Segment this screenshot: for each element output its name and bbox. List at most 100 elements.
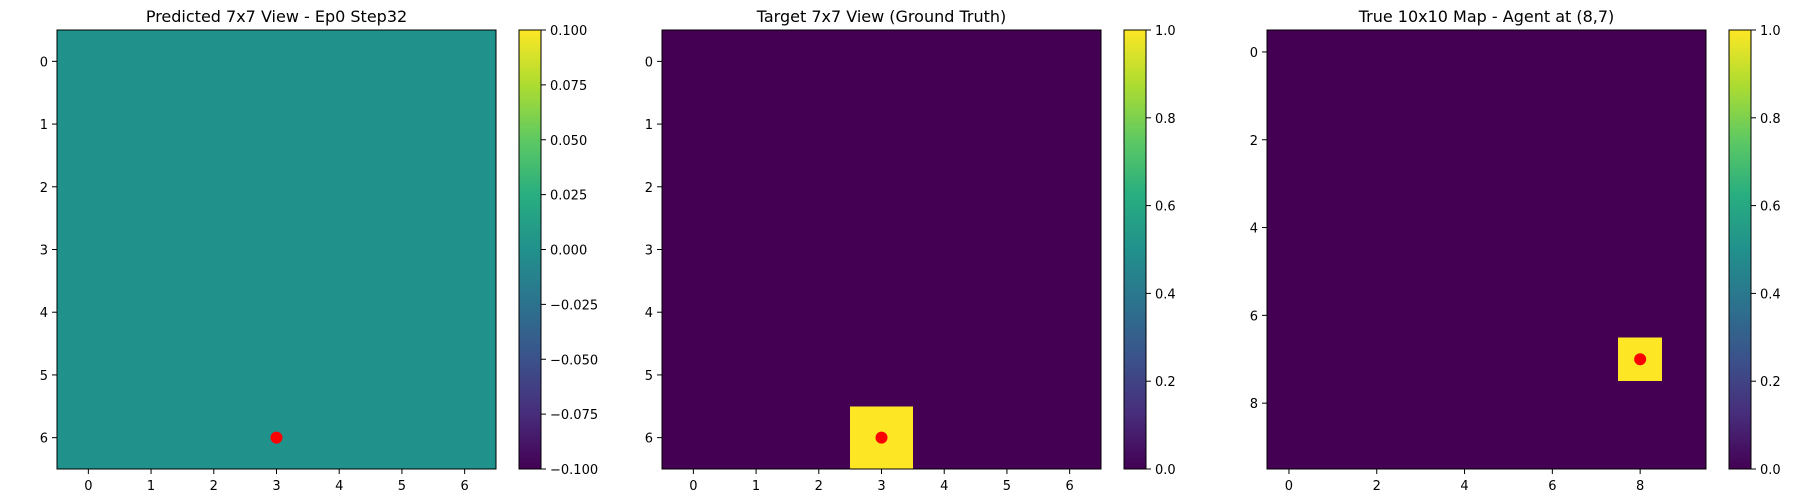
heatmap-cell — [787, 406, 851, 470]
heatmap-cell — [662, 30, 726, 94]
heatmap-cell — [1267, 205, 1312, 250]
heatmap-cell — [1530, 337, 1575, 382]
heatmap-cell — [1618, 161, 1663, 206]
heatmap-cell — [1662, 425, 1707, 470]
heatmap-cell — [1267, 30, 1312, 75]
heatmap-cell — [975, 406, 1039, 470]
heatmap-cell — [119, 218, 183, 282]
heatmap-cell — [975, 343, 1039, 407]
colorbar-tick-label: 0.4 — [1760, 287, 1781, 302]
heatmap-cell — [1398, 425, 1443, 470]
x-tick-label: 6 — [1066, 479, 1074, 494]
heatmap-panel-1: Predicted 7x7 View - Ep0 Step32 0 1 2 3 4 5 6 0 1… — [40, 7, 598, 494]
y-tick-label: 1 — [645, 118, 653, 133]
heatmap-cell — [307, 30, 371, 94]
heatmap-cell — [1038, 343, 1102, 407]
heatmap-cell — [662, 92, 726, 156]
heatmap-cell — [850, 218, 914, 282]
heatmap-cell — [1530, 249, 1575, 294]
heatmap-cell — [182, 30, 246, 94]
y-tick-label: 1 — [40, 118, 48, 133]
x-tick-label: 3 — [272, 479, 280, 494]
x-tick-label: 1 — [752, 479, 760, 494]
heatmap-cell — [370, 155, 434, 219]
heatmap-cell — [245, 155, 309, 219]
heatmap-cell — [724, 92, 788, 156]
heatmap-cell — [433, 30, 497, 94]
heatmap-cell — [1398, 161, 1443, 206]
heatmap-cell — [1618, 117, 1663, 163]
heatmap-cell — [370, 30, 434, 94]
heatmap-cell — [57, 155, 121, 219]
heatmap-cell — [1662, 205, 1707, 250]
heatmap-cell — [119, 280, 183, 344]
heatmap-cell — [1398, 205, 1443, 250]
x-tick-label: 2 — [1373, 479, 1381, 494]
y-tick-label: 6 — [645, 432, 653, 447]
heatmap-cell — [1267, 381, 1312, 426]
heatmap-cell — [1574, 117, 1619, 163]
heatmap-cell — [1442, 425, 1487, 470]
x-tick-label: 6 — [461, 479, 469, 494]
heatmap-cell — [1574, 425, 1619, 470]
heatmap-cell — [1442, 249, 1487, 294]
colorbar-tick-label: 0.6 — [1760, 200, 1781, 215]
heatmap-cell — [1038, 406, 1102, 470]
heatmap-cell — [1267, 293, 1312, 338]
colorbar-tick-label: 0.025 — [550, 189, 587, 204]
heatmap-cell — [1618, 381, 1663, 426]
y-tick-label: 5 — [645, 369, 653, 384]
colorbar-tick-label: −0.025 — [550, 298, 598, 313]
heatmap-cell — [1398, 249, 1443, 294]
heatmap-cell — [1354, 425, 1400, 470]
heatmap-cell — [1310, 425, 1356, 470]
colorbar-tick-label: 0.0 — [1155, 463, 1176, 478]
agent-marker — [875, 431, 888, 444]
x-tick-label: 2 — [815, 479, 823, 494]
heatmap-cell — [1530, 117, 1575, 163]
heatmap-cell — [1618, 293, 1663, 338]
heatmap-cell — [370, 218, 434, 282]
y-tick-label: 6 — [40, 432, 48, 447]
heatmap-cell — [182, 155, 246, 219]
colorbar-tick-label: 0.2 — [1760, 375, 1781, 390]
y-tick-label: 8 — [1250, 397, 1258, 412]
heatmap-cell — [1486, 117, 1531, 163]
heatmap-cell — [1662, 293, 1707, 338]
heatmap-cell — [912, 30, 976, 94]
heatmap-cell — [119, 30, 183, 94]
panel-title: Predicted 7x7 View - Ep0 Step32 — [146, 7, 407, 26]
heatmap-cell — [1486, 293, 1531, 338]
heatmap-cell — [433, 343, 497, 407]
colorbar-tick-label: 0.4 — [1155, 287, 1176, 302]
heatmap-cell — [433, 92, 497, 156]
heatmap-cell — [1267, 161, 1312, 206]
heatmap-panel-3: True 10x10 Map - Agent at (8,7) 0 2 4 6 8 0 2 4 6… — [1250, 7, 1781, 494]
colorbar-tick-label: 0.075 — [550, 79, 587, 94]
colorbar-tick-label: −0.100 — [550, 463, 598, 478]
heatmap-cell — [787, 92, 851, 156]
heatmap-cell — [1310, 161, 1356, 206]
heatmap-cell — [1618, 205, 1663, 250]
colorbar-tick-label: 0.050 — [550, 134, 587, 149]
colorbar-tick-label: 0.2 — [1155, 375, 1176, 390]
heatmap-cell — [1354, 161, 1400, 206]
heatmap-cell — [1310, 249, 1356, 294]
heatmap-cell — [245, 343, 309, 407]
heatmap-cell — [850, 92, 914, 156]
heatmap-cell — [1310, 73, 1356, 119]
y-tick-label: 6 — [1250, 309, 1258, 324]
y-tick-label: 2 — [645, 181, 653, 196]
heatmap-cell — [433, 218, 497, 282]
heatmap-cell — [1038, 280, 1102, 344]
colorbar-tick-label: 1.0 — [1760, 24, 1781, 39]
heatmap-cell — [975, 218, 1039, 282]
heatmap-cell — [1267, 337, 1312, 382]
axes-frame — [1266, 29, 1707, 470]
heatmap-cell — [370, 343, 434, 407]
heatmap-cell — [1530, 293, 1575, 338]
heatmap-cell — [307, 280, 371, 344]
y-tick-label: 2 — [40, 181, 48, 196]
x-tick-label: 0 — [1285, 479, 1293, 494]
